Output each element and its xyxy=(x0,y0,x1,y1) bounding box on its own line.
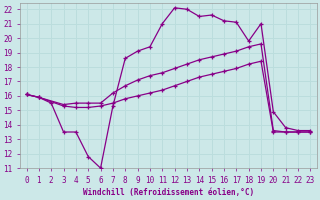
X-axis label: Windchill (Refroidissement éolien,°C): Windchill (Refroidissement éolien,°C) xyxy=(83,188,254,197)
